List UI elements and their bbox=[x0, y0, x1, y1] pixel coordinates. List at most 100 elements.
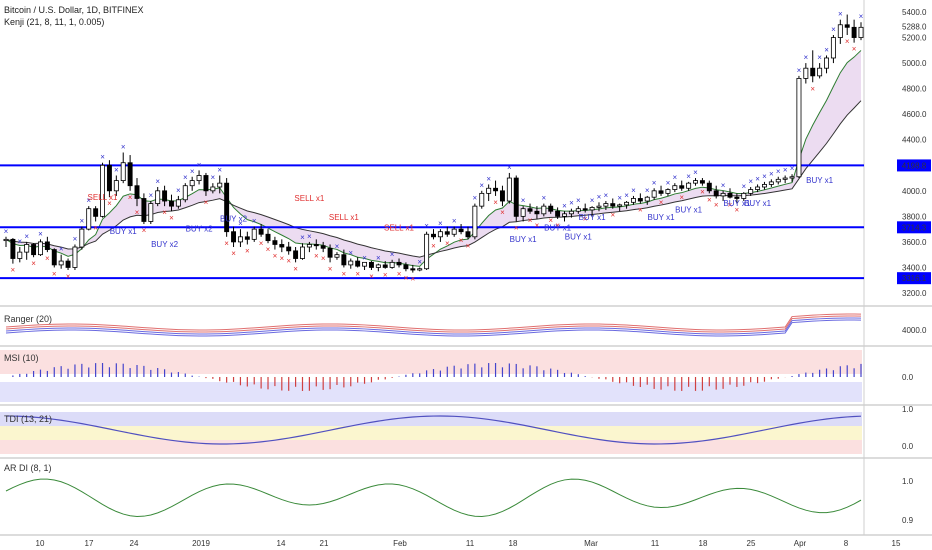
signal-cross-marker: × bbox=[652, 178, 657, 187]
candle bbox=[389, 261, 395, 268]
candle bbox=[830, 37, 836, 59]
candle bbox=[713, 190, 719, 197]
signal-cross-marker: × bbox=[17, 237, 22, 246]
candle bbox=[106, 164, 112, 192]
candle bbox=[775, 178, 781, 183]
candle bbox=[38, 241, 43, 256]
candle bbox=[217, 182, 223, 188]
level-price-badge bbox=[897, 272, 931, 285]
ardi-line bbox=[5, 478, 862, 517]
signal-cross-marker: × bbox=[100, 153, 105, 162]
candle bbox=[431, 233, 436, 238]
candle bbox=[203, 175, 209, 192]
candle bbox=[761, 184, 767, 188]
candle bbox=[596, 205, 602, 208]
candle bbox=[437, 231, 443, 238]
time-axis-label: 10 bbox=[36, 539, 45, 548]
signal-cross-marker: × bbox=[728, 200, 733, 209]
signal-cross-marker: × bbox=[541, 194, 546, 203]
candle bbox=[534, 210, 540, 215]
msi-label: MSI (10) bbox=[4, 353, 39, 363]
candle bbox=[527, 208, 533, 212]
signal-cross-marker: × bbox=[238, 219, 243, 228]
tdi-upper-zone bbox=[0, 412, 862, 426]
symbol-title: Bitcoin / U.S. Dollar, 1D, BITFINEX bbox=[4, 5, 144, 15]
signal-cross-marker: × bbox=[52, 269, 57, 278]
candle bbox=[520, 208, 526, 217]
signal-cross-marker: × bbox=[286, 257, 291, 266]
signal-cross-marker: × bbox=[355, 269, 360, 278]
price-tick-label: 3200.0 bbox=[902, 289, 927, 298]
time-axis-label: 14 bbox=[277, 539, 286, 548]
signal-cross-marker: × bbox=[693, 168, 698, 177]
candle bbox=[272, 240, 278, 245]
msi-tick: 0.0 bbox=[902, 373, 914, 382]
candle bbox=[169, 200, 174, 207]
candle bbox=[224, 182, 230, 233]
candle bbox=[265, 233, 271, 242]
candle bbox=[86, 208, 92, 230]
signal-cross-marker: × bbox=[521, 196, 526, 205]
signal-cross-marker: × bbox=[155, 177, 160, 186]
candle bbox=[472, 205, 478, 238]
signal-cross-marker: × bbox=[686, 172, 691, 181]
signal-cross-marker: × bbox=[576, 196, 581, 205]
candle bbox=[699, 180, 705, 184]
candle bbox=[782, 177, 788, 180]
signal-label: BUY x2 bbox=[151, 240, 179, 249]
signal-cross-marker: × bbox=[817, 53, 822, 62]
signal-label: BUY x1 bbox=[675, 206, 703, 215]
candle bbox=[603, 203, 609, 207]
candle bbox=[686, 182, 692, 189]
candle bbox=[134, 185, 140, 199]
signal-cross-marker: × bbox=[845, 37, 850, 46]
candle bbox=[300, 246, 305, 259]
candle bbox=[403, 264, 409, 270]
price-tick-label: 4400.0 bbox=[902, 136, 927, 145]
level-price-badge bbox=[897, 221, 931, 234]
signal-cross-marker: × bbox=[493, 198, 498, 207]
signal-cross-marker: × bbox=[804, 53, 809, 62]
candle bbox=[368, 261, 374, 268]
signal-cross-marker: × bbox=[700, 188, 705, 197]
candle bbox=[17, 251, 23, 259]
signal-cross-marker: × bbox=[535, 221, 540, 230]
signal-cross-marker: × bbox=[610, 211, 615, 220]
candle bbox=[624, 201, 630, 206]
candle bbox=[858, 26, 864, 38]
signal-label: BUY x1 bbox=[544, 223, 572, 232]
signal-cross-marker: × bbox=[672, 173, 677, 182]
signal-label: BUY x1 bbox=[110, 227, 138, 236]
time-axis-label: 15 bbox=[892, 539, 901, 548]
ardi-tick: 1.0 bbox=[902, 477, 914, 486]
signal-label: BUY x1 bbox=[510, 235, 538, 244]
candle bbox=[706, 182, 712, 192]
signal-label: BUY x1 bbox=[744, 199, 772, 208]
candle bbox=[162, 190, 168, 202]
signal-cross-marker: × bbox=[466, 241, 471, 250]
candle bbox=[768, 181, 774, 185]
tdi-tick: 1.0 bbox=[902, 405, 914, 414]
signal-cross-marker: × bbox=[190, 167, 195, 176]
signal-cross-marker: × bbox=[597, 192, 602, 201]
signal-cross-marker: × bbox=[769, 169, 774, 178]
signal-cross-marker: × bbox=[169, 213, 174, 222]
candle bbox=[141, 198, 147, 222]
signal-label: BUY x2 bbox=[220, 214, 248, 223]
candle bbox=[341, 254, 347, 266]
signal-cross-marker: × bbox=[790, 164, 795, 173]
signal-cross-marker: × bbox=[473, 194, 478, 203]
candle bbox=[51, 249, 57, 266]
signal-cross-marker: × bbox=[645, 186, 650, 195]
tdi-tick: 0.0 bbox=[902, 442, 914, 451]
signal-cross-marker: × bbox=[776, 167, 781, 176]
signal-cross-marker: × bbox=[121, 143, 126, 152]
candle bbox=[817, 67, 823, 77]
time-axis-label: 11 bbox=[466, 539, 475, 548]
signal-cross-marker: × bbox=[362, 254, 367, 263]
candle bbox=[334, 254, 340, 258]
signal-cross-marker: × bbox=[73, 234, 78, 243]
signal-cross-marker: × bbox=[114, 165, 119, 174]
candle bbox=[844, 24, 850, 28]
